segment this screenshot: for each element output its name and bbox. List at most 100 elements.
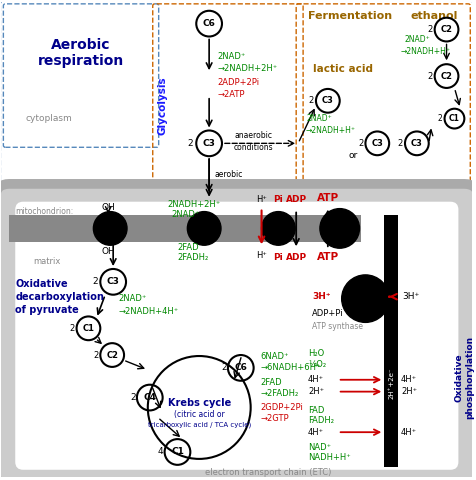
- Text: Glycolysis: Glycolysis: [158, 76, 168, 135]
- Text: ADP: ADP: [286, 195, 307, 204]
- Text: C3: C3: [371, 139, 383, 148]
- Text: 4H⁺: 4H⁺: [401, 375, 417, 384]
- Text: ATP synthase: ATP synthase: [312, 322, 363, 331]
- Text: mitochondrion:
inner membrane: mitochondrion: inner membrane: [15, 207, 79, 228]
- Text: H⁺: H⁺: [256, 195, 267, 204]
- Text: or: or: [349, 151, 358, 160]
- Text: 4H⁺: 4H⁺: [401, 428, 417, 437]
- Text: ATP: ATP: [317, 252, 339, 262]
- Text: FAD: FAD: [308, 406, 325, 415]
- Text: 4: 4: [158, 447, 164, 456]
- Text: 2H⁺+2e⁻: 2H⁺+2e⁻: [388, 367, 394, 398]
- Text: Oxidative
phosphorylation: Oxidative phosphorylation: [455, 336, 474, 420]
- Text: 2: 2: [130, 393, 136, 402]
- Circle shape: [342, 275, 389, 323]
- Text: ADP: ADP: [286, 252, 307, 262]
- Text: 2: 2: [69, 324, 75, 333]
- Text: lactic acid: lactic acid: [313, 64, 373, 74]
- Text: C2: C2: [441, 25, 453, 34]
- Text: Pi: Pi: [274, 252, 283, 262]
- Text: conditions: conditions: [234, 143, 273, 152]
- Text: 2FADH₂: 2FADH₂: [178, 252, 208, 262]
- Text: 2NAD⁺: 2NAD⁺: [306, 114, 332, 123]
- Text: Krebs cycle: Krebs cycle: [168, 397, 231, 408]
- Text: 2: 2: [398, 139, 403, 148]
- Text: 3H⁺: 3H⁺: [402, 292, 419, 301]
- Text: →2GTP: →2GTP: [260, 414, 289, 423]
- Text: 2NAD⁺: 2NAD⁺: [217, 52, 246, 61]
- Text: →2NADH+H⁺: →2NADH+H⁺: [401, 47, 451, 56]
- Circle shape: [93, 212, 127, 245]
- Text: anaerobic: anaerobic: [235, 131, 273, 140]
- Text: NAD⁺: NAD⁺: [308, 443, 331, 452]
- Text: H₂O: H₂O: [308, 348, 324, 358]
- Circle shape: [261, 212, 295, 245]
- Text: C1: C1: [449, 114, 460, 123]
- Text: (citric acid or: (citric acid or: [174, 410, 225, 419]
- Text: C1: C1: [82, 324, 94, 333]
- Text: Aerobic
respiration: Aerobic respiration: [38, 38, 124, 69]
- Text: ethanol: ethanol: [411, 11, 458, 21]
- Text: 2: 2: [309, 96, 314, 105]
- Bar: [10, 215, 361, 242]
- Text: H⁺: H⁺: [256, 251, 267, 260]
- Text: C6: C6: [234, 363, 247, 372]
- Text: Pi: Pi: [274, 195, 283, 204]
- Text: →2NADH+4H⁺: →2NADH+4H⁺: [118, 307, 178, 316]
- Text: 4H⁺: 4H⁺: [308, 428, 324, 437]
- Circle shape: [320, 209, 359, 248]
- Text: C3: C3: [411, 139, 423, 148]
- Text: →6NADH+6H⁺: →6NADH+6H⁺: [260, 363, 321, 372]
- Text: →2ATP: →2ATP: [217, 90, 245, 99]
- Text: C2: C2: [441, 72, 453, 81]
- Text: NADH+H⁺: NADH+H⁺: [308, 454, 351, 462]
- Text: 2: 2: [427, 72, 433, 81]
- Text: cytoplasm: cytoplasm: [25, 114, 72, 123]
- Text: electron transport chain (ETC): electron transport chain (ETC): [205, 468, 332, 477]
- Text: 4H⁺: 4H⁺: [308, 375, 324, 384]
- Text: 2H⁺: 2H⁺: [401, 387, 417, 396]
- Text: 2NAD⁺: 2NAD⁺: [118, 294, 147, 303]
- Text: OH: OH: [101, 247, 115, 256]
- Text: matrix: matrix: [33, 256, 60, 265]
- Text: 2: 2: [358, 139, 364, 148]
- Text: 2: 2: [221, 363, 227, 372]
- Text: C3: C3: [203, 139, 216, 148]
- Text: 2NADH+2H⁺: 2NADH+2H⁺: [168, 200, 221, 209]
- Text: 2NAD⁺: 2NAD⁺: [405, 35, 431, 44]
- Text: →2FADH₂: →2FADH₂: [260, 389, 299, 398]
- FancyBboxPatch shape: [0, 184, 476, 480]
- Text: 2: 2: [93, 350, 99, 360]
- Text: ATP: ATP: [317, 193, 339, 203]
- Text: 6NAD⁺: 6NAD⁺: [260, 351, 289, 360]
- Text: 2H⁺: 2H⁺: [308, 387, 324, 396]
- Circle shape: [188, 212, 221, 245]
- Text: 2ADP+2Pi: 2ADP+2Pi: [217, 79, 259, 87]
- Text: C4: C4: [143, 393, 156, 402]
- Text: 2: 2: [188, 139, 193, 148]
- Text: →2NADH+2H⁺: →2NADH+2H⁺: [217, 64, 278, 72]
- FancyBboxPatch shape: [15, 202, 458, 470]
- Text: FADH₂: FADH₂: [308, 416, 334, 425]
- Text: 2NAD⁺: 2NAD⁺: [171, 210, 200, 219]
- Text: C2: C2: [106, 350, 118, 360]
- Text: Oxidative
decarboxylation
of pyruvate: Oxidative decarboxylation of pyruvate: [15, 279, 104, 315]
- Text: aerobic: aerobic: [214, 170, 242, 180]
- Text: tricarboxylic acid / TCA cycle): tricarboxylic acid / TCA cycle): [148, 421, 251, 428]
- Text: ¼O₂: ¼O₂: [308, 360, 326, 370]
- Text: 2: 2: [438, 114, 443, 123]
- Text: C3: C3: [107, 277, 119, 287]
- Bar: [384, 215, 398, 467]
- Text: Fermentation: Fermentation: [307, 11, 392, 21]
- Text: 2FAD: 2FAD: [260, 378, 282, 387]
- Text: →2NADH+H⁺: →2NADH+H⁺: [305, 126, 355, 135]
- Text: 2: 2: [93, 277, 99, 287]
- Text: 2: 2: [427, 25, 433, 34]
- Text: C1: C1: [171, 447, 184, 456]
- Text: C3: C3: [322, 96, 334, 105]
- Text: 3H⁺: 3H⁺: [312, 292, 331, 301]
- Text: ADP+Pi: ADP+Pi: [312, 309, 344, 318]
- Text: C6: C6: [203, 19, 216, 28]
- Text: 2FAD: 2FAD: [178, 243, 199, 252]
- Text: OH: OH: [101, 203, 115, 212]
